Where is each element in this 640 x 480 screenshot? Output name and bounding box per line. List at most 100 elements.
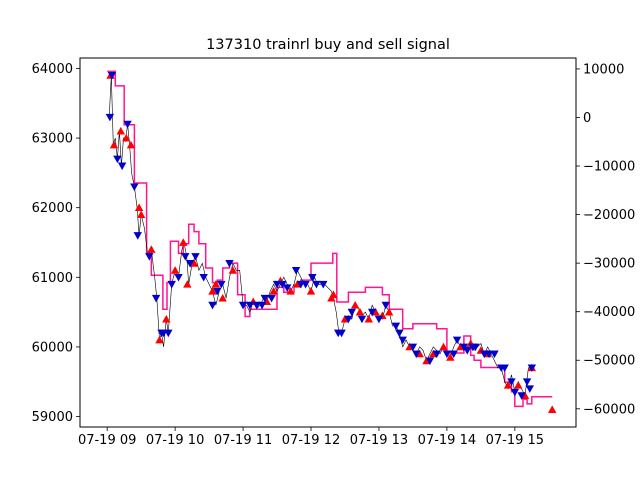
sell-signal-marker: [301, 280, 310, 289]
sell-signal-marker: [164, 329, 173, 338]
y-right-tick-label: −40000: [583, 305, 635, 320]
x-tick-label: 07-19 11: [214, 433, 272, 448]
sell-signal-marker: [412, 350, 421, 359]
sell-signal-marker: [308, 273, 317, 282]
chart-title: 137310 trainrl buy and sell signal: [206, 37, 450, 53]
sell-signal-marker: [395, 329, 404, 338]
x-tick-label: 07-19 09: [78, 433, 136, 448]
x-tick-label: 07-19 12: [282, 433, 340, 448]
y-right-tick-label: −10000: [583, 160, 635, 175]
buy-signal-marker: [208, 287, 217, 295]
buy-signal-marker: [134, 203, 144, 212]
buy-signal-marker: [548, 405, 557, 413]
sell-signal-marker: [381, 301, 390, 310]
y-right-tick-label: −20000: [583, 208, 635, 223]
buy-signal-marker: [228, 266, 238, 274]
plot-area: [105, 70, 557, 413]
sell-signal-marker: [337, 329, 346, 338]
sell-signal-marker: [191, 253, 200, 261]
sell-signal-marker: [391, 322, 401, 331]
buy-signal-marker: [162, 314, 171, 323]
sell-signal-marker: [130, 183, 139, 192]
buy-signal-marker: [384, 307, 394, 316]
sell-signal-marker: [278, 280, 287, 289]
sell-signal-marker: [522, 378, 532, 386]
x-axis: 07-19 09 07-19 10 07-19 11 07-19 12 07-19 13…: [78, 427, 544, 448]
buy-signal-marker: [503, 381, 513, 389]
buy-signal-marker: [306, 287, 316, 295]
buy-signal-marker: [136, 210, 146, 219]
sell-signal-marker: [113, 155, 122, 164]
y-right-tick-label: 0: [583, 111, 591, 126]
buy-signal-marker: [155, 335, 164, 344]
sell-signal-marker: [510, 388, 520, 397]
plot-frame: [79, 57, 577, 428]
sell-signal-marker: [199, 273, 208, 282]
sell-signal-marker: [525, 385, 534, 393]
x-tick-label: 07-19 14: [418, 433, 476, 448]
y-left-tick-label: 61000: [32, 271, 73, 286]
sell-signal-marker: [107, 72, 117, 80]
sell-signal-marker: [272, 280, 282, 289]
buy-signal-marker: [170, 266, 180, 274]
sell-signal-marker: [260, 294, 270, 303]
sell-signal-marker: [517, 392, 526, 400]
sell-signal-marker: [225, 260, 234, 268]
sell-signal-marker: [484, 350, 494, 359]
buy-signal-marker: [147, 245, 156, 253]
y-left-tick-label: 62000: [32, 201, 73, 216]
sell-signal-marker: [367, 308, 377, 317]
buy-signal-marker: [364, 314, 373, 323]
buy-signal-marker: [329, 290, 338, 299]
buy-signal-marker: [126, 140, 136, 149]
sell-signal-marker: [490, 350, 499, 359]
sell-signal-marker: [185, 260, 195, 268]
y-axis-left: 59000 60000 61000 62000 63000 64000: [32, 62, 80, 425]
buy-signal-marker: [189, 259, 199, 267]
sell-signal-marker: [432, 350, 441, 359]
sell-signal-marker: [500, 364, 509, 373]
sell-signal-marker: [527, 364, 537, 373]
sell-signal-marker: [344, 315, 353, 324]
sell-signal-marker: [217, 280, 226, 289]
y-left-tick-label: 64000: [32, 62, 73, 77]
y-right-tick-label: 10000: [583, 62, 624, 77]
sell-signal-marker: [442, 350, 452, 359]
buy-signal-marker: [179, 238, 188, 246]
y-left-tick-label: 59000: [32, 410, 73, 425]
y-right-tick-label: −50000: [583, 354, 635, 369]
buy-signal-marker: [286, 287, 295, 295]
buy-signal-marker: [116, 126, 125, 135]
y-right-tick-label: −60000: [583, 402, 635, 417]
x-tick-label: 07-19 13: [350, 433, 408, 448]
y-axis-right: −60000 −50000 −40000 −30000 −20000 −10000 0 100…: [576, 62, 635, 417]
sell-signal-marker: [213, 287, 222, 296]
sell-signal-marker: [357, 315, 367, 324]
sell-signal-marker: [208, 301, 217, 310]
sell-signal-marker: [425, 357, 435, 366]
sell-signal-marker: [319, 280, 328, 289]
sell-signal-marker: [291, 266, 301, 275]
y-right-tick-label: −30000: [583, 257, 635, 272]
sell-signal-marker: [267, 294, 276, 303]
buy-signal-marker: [355, 307, 365, 316]
sell-signal-marker: [174, 273, 183, 282]
sell-signal-marker: [283, 284, 292, 292]
sell-signal-marker: [463, 347, 472, 355]
sell-signal-marker: [471, 343, 480, 352]
buy-signal-marker: [218, 293, 227, 302]
buy-signal-marker: [109, 140, 119, 149]
sell-signal-marker: [312, 280, 321, 289]
buy-signal-marker: [446, 353, 455, 361]
buy-signal-marker: [439, 342, 448, 351]
buy-signal-marker: [211, 280, 221, 288]
sell-signal-marker: [151, 294, 161, 303]
buy-signal-marker: [269, 287, 278, 295]
sell-signal-marker: [145, 253, 154, 261]
sell-signal-marker: [398, 336, 407, 345]
sell-signal-marker: [374, 315, 384, 324]
sell-signal-marker: [252, 301, 261, 310]
sell-signal-marker: [257, 301, 267, 310]
x-tick-label: 07-19 10: [146, 433, 204, 448]
